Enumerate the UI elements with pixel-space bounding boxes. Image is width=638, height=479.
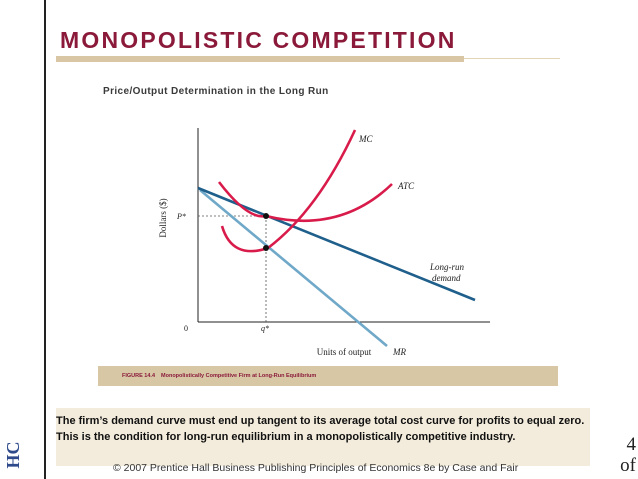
mr-mc-intersection-point xyxy=(263,245,269,251)
origin-label: 0 xyxy=(184,324,188,333)
x-axis-label: Units of output xyxy=(317,347,372,357)
figure-caption-band: FIGURE 14.4 Monopolistically Competitive… xyxy=(98,366,558,386)
mc-curve xyxy=(220,129,357,253)
figure-label: FIGURE 14.4 xyxy=(122,373,156,379)
page-number-top: 4 xyxy=(626,434,637,455)
atc-label: ATC xyxy=(397,181,415,191)
demand-label-line2: demand xyxy=(432,273,461,283)
tangency-point xyxy=(263,213,269,219)
explanation-text: The firm’s demand curve must end up tang… xyxy=(56,415,585,443)
demand-curve xyxy=(197,186,476,302)
y-axis-label: Dollars ($) xyxy=(158,198,168,237)
price-label: P* xyxy=(176,212,186,221)
left-divider-rule xyxy=(44,0,46,479)
mr-label: MR xyxy=(392,347,406,357)
title-underline-rule xyxy=(464,58,560,59)
explanation-box: The firm’s demand curve must end up tang… xyxy=(56,408,590,466)
atc-curve xyxy=(217,181,393,223)
title-underline-band xyxy=(56,56,464,62)
mc-label: MC xyxy=(358,134,373,144)
quantity-label: q* xyxy=(261,324,269,333)
slide-subtitle: Price/Output Determination in the Long R… xyxy=(103,86,329,97)
figure-caption: Monopolistically Competitive Firm at Lon… xyxy=(161,373,317,379)
copyright-footer: © 2007 Prentice Hall Business Publishing… xyxy=(113,462,519,474)
demand-label-line1: Long-run xyxy=(429,262,465,272)
page-number: 4 of xyxy=(596,434,636,476)
mr-curve xyxy=(199,189,388,347)
slide-title: MONOPOLISTIC COMPETITION xyxy=(60,27,457,53)
page-number-bottom: of xyxy=(620,455,636,476)
